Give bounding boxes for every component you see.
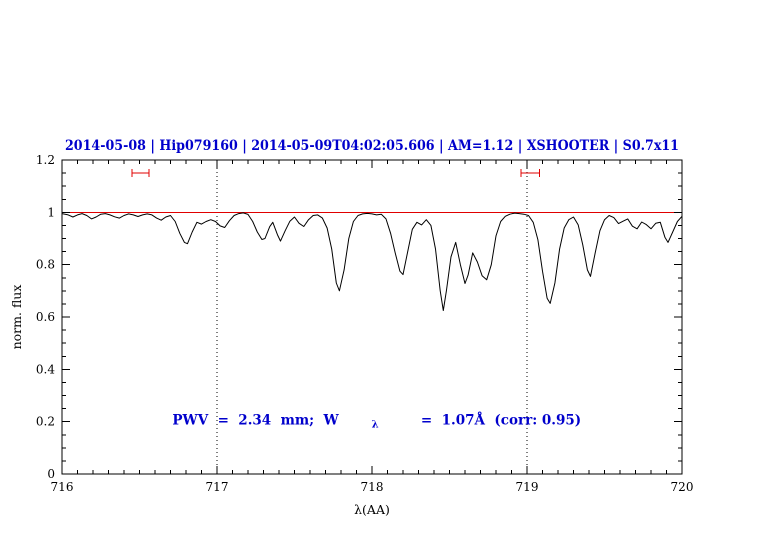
pwv-annotation-part1: PWV = 2.34 mm; W [172,412,339,428]
y-tick-label: 0.4 [36,362,55,376]
pwv-annotation-part2: = 1.07Å (corr: 0.95) [412,412,582,428]
y-tick-label: 0.2 [36,415,55,429]
x-tick-label: 717 [206,480,229,494]
y-tick-label: 1.2 [36,153,55,167]
pwv-annotation: PWV = 2.34 mm; W λ = 1.07Å (corr: 0.95) [140,412,605,431]
x-tick-label: 718 [361,480,384,494]
x-tick-label: 720 [671,480,694,494]
pwv-annotation-subscript: λ [372,419,379,430]
x-tick-label: 716 [51,480,74,494]
plot-render-layer: 716 717 718 719 720 0 0.2 0.4 0.6 0.8 1 1.2 [36,153,694,494]
x-tick-label: 719 [516,480,539,494]
y-axis-label: norm. flux [9,285,24,350]
y-tick-label: 0.6 [36,310,55,324]
x-axis-label: λ(AA) [354,502,390,517]
y-tick-label: 0.8 [36,258,55,272]
plot-title: 2014-05-08 | Hip079160 | 2014-05-09T04:0… [65,138,679,154]
spectrum-line [61,212,683,311]
y-tick-label: 0 [47,467,55,481]
y-tick-label: 1 [47,205,55,219]
